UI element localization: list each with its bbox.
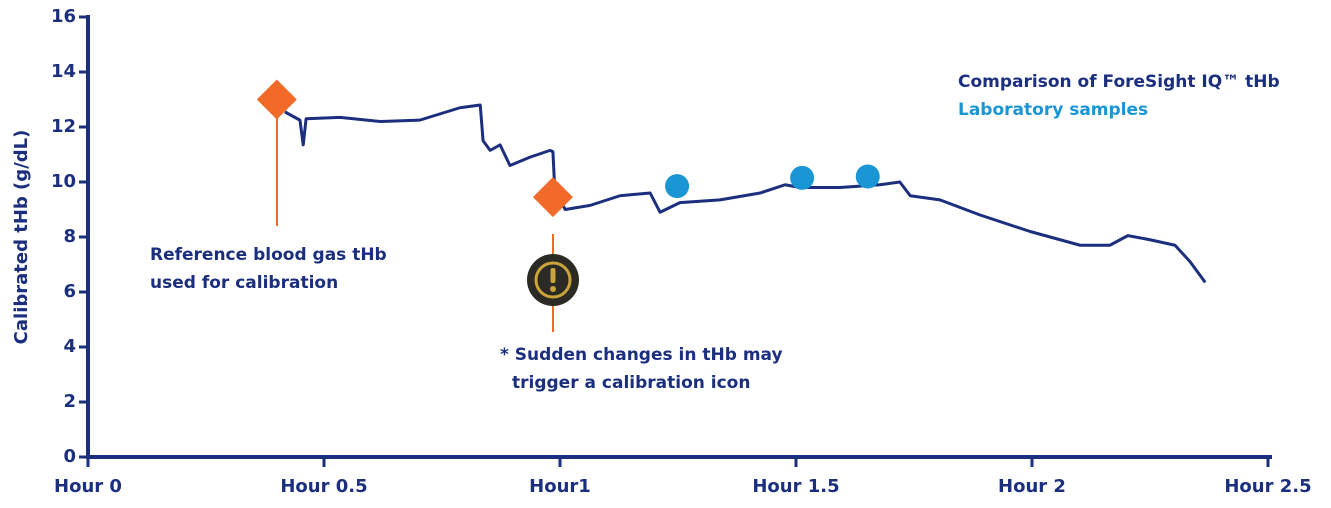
sample-point xyxy=(855,164,880,189)
sample-point xyxy=(665,174,690,199)
x-tick-label: Hour 2 xyxy=(998,476,1066,497)
y-tick-label: 10 xyxy=(51,171,76,192)
x-tick-label: Hour 2.5 xyxy=(1224,476,1311,497)
data-line xyxy=(284,103,1207,284)
x-tick-label: Hour 0.5 xyxy=(280,476,367,497)
legend-label: Laboratory samples xyxy=(958,100,1148,120)
annotation: Reference blood gas tHb xyxy=(150,245,387,265)
y-tick-label: 0 xyxy=(63,446,76,467)
y-tick-label: 4 xyxy=(63,336,76,357)
calibration-icon xyxy=(527,254,579,306)
reference-marker xyxy=(256,79,297,120)
y-axis-label: Calibrated tHb (g/dL) xyxy=(11,130,32,345)
y-tick-label: 6 xyxy=(63,281,76,302)
annotation: used for calibration xyxy=(150,273,338,293)
sample-point xyxy=(790,165,815,190)
reference-marker xyxy=(532,177,573,218)
annotation: trigger a calibration icon xyxy=(512,373,750,393)
legend-label: Comparison of ForeSight IQ™ tHb xyxy=(958,72,1280,92)
x-tick-label: Hour 0 xyxy=(54,476,122,497)
annotation: * Sudden changes in tHb may xyxy=(500,345,783,365)
x-tick-label: Hour1 xyxy=(529,476,591,497)
y-tick-label: 12 xyxy=(51,116,76,137)
x-tick-label: Hour 1.5 xyxy=(752,476,839,497)
y-tick-label: 14 xyxy=(51,61,76,82)
y-tick-label: 2 xyxy=(63,391,76,412)
y-tick-label: 8 xyxy=(63,226,76,247)
y-tick-label: 16 xyxy=(51,6,76,27)
